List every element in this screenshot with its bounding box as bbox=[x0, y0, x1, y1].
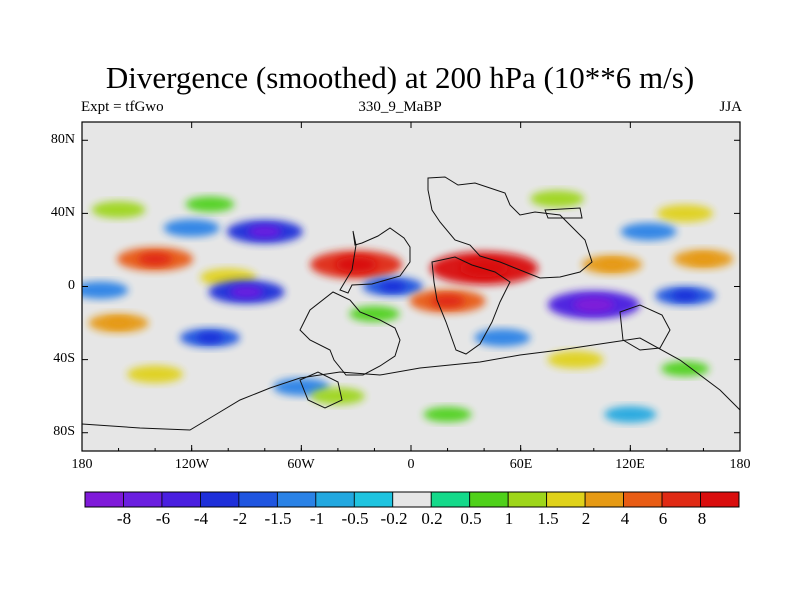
coastline-east-asia bbox=[544, 207, 583, 219]
field-core bbox=[229, 285, 264, 299]
x-tick-label: 0 bbox=[407, 457, 415, 472]
colorbar-label: 0.5 bbox=[460, 509, 482, 528]
y-tick-label: 40S bbox=[53, 351, 75, 366]
field-core bbox=[335, 256, 377, 273]
coastline-south-america bbox=[299, 291, 401, 376]
colorbar-label: -0.2 bbox=[380, 509, 408, 528]
field-blob bbox=[620, 222, 677, 241]
colorbar-label: 0.2 bbox=[421, 509, 443, 528]
field-blob bbox=[604, 406, 657, 423]
colorbar-label: -1 bbox=[309, 509, 325, 528]
field-blob bbox=[91, 201, 146, 219]
coastline-africa bbox=[431, 256, 511, 355]
coastline-australia bbox=[619, 304, 671, 351]
y-tick-label: 40N bbox=[50, 205, 75, 220]
y-tick-label: 0 bbox=[68, 278, 75, 293]
coastline-patagonia bbox=[299, 371, 343, 409]
field-core bbox=[105, 317, 133, 329]
colorbar-label: 8 bbox=[697, 509, 707, 528]
field-blob bbox=[82, 281, 129, 299]
coastline-antarctica bbox=[81, 337, 741, 431]
x-tick-label: 60W bbox=[287, 457, 315, 472]
field-core bbox=[379, 281, 407, 292]
x-tick-label: 180 bbox=[729, 457, 751, 472]
coastlines bbox=[81, 176, 741, 431]
colorbar-label: -6 bbox=[155, 509, 171, 528]
x-tick-label: 120E bbox=[615, 457, 645, 472]
field-blob bbox=[163, 219, 220, 237]
field-core bbox=[573, 296, 615, 313]
colorbar-label: 1 bbox=[504, 509, 514, 528]
field-core bbox=[430, 294, 465, 308]
colorbar-label: -2 bbox=[232, 509, 248, 528]
contour-fields bbox=[82, 190, 734, 423]
experiment-label: Expt = tfGwo bbox=[81, 99, 164, 115]
coastline-north-america bbox=[339, 227, 411, 294]
field-blob bbox=[311, 387, 365, 405]
chart-title: Divergence (smoothed) at 200 hPa (10**6 … bbox=[105, 60, 695, 95]
field-core bbox=[247, 225, 282, 239]
colorbar-label: 2 bbox=[581, 509, 591, 528]
field-core bbox=[138, 252, 173, 266]
field-core bbox=[671, 290, 699, 301]
coastline-eurasia bbox=[427, 176, 593, 279]
colorbar-label: -8 bbox=[116, 509, 132, 528]
colorbar-label: -1.5 bbox=[264, 509, 292, 528]
y-tick-label: 80N bbox=[50, 132, 75, 147]
colorbar-label: -4 bbox=[193, 509, 209, 528]
x-tick-label: 180 bbox=[71, 457, 93, 472]
field-blob bbox=[423, 406, 472, 423]
field-core bbox=[689, 253, 717, 265]
field-blob bbox=[657, 204, 714, 223]
field-blob bbox=[530, 190, 585, 208]
field-blob bbox=[185, 196, 235, 212]
run-label: 330_9_MaBP bbox=[358, 99, 442, 115]
axis-ticks bbox=[81, 122, 741, 451]
y-tick-label: 80S bbox=[53, 424, 75, 439]
field-core bbox=[196, 332, 224, 343]
field-blob bbox=[127, 365, 184, 384]
x-tick-label: 120W bbox=[174, 457, 210, 472]
field-core bbox=[598, 259, 626, 270]
field-blob bbox=[349, 305, 400, 322]
colorbar-label: 4 bbox=[620, 509, 630, 528]
colorbar-label: -0.5 bbox=[341, 509, 369, 528]
colorbar-label: 1.5 bbox=[537, 509, 559, 528]
field-blob bbox=[474, 328, 531, 347]
colorbar-label: 6 bbox=[658, 509, 668, 528]
field-blob bbox=[547, 350, 604, 369]
x-tick-label: 60E bbox=[509, 457, 533, 472]
season-label: JJA bbox=[719, 99, 742, 115]
